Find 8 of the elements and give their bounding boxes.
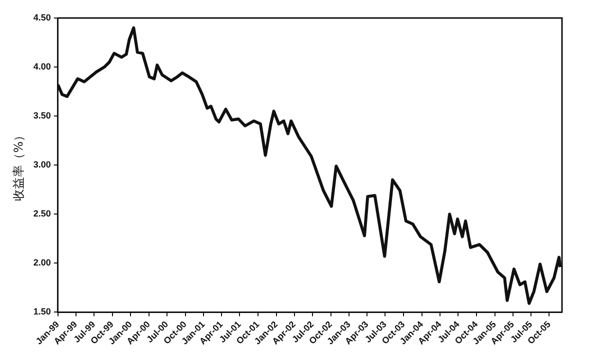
y-tick-label: 4.50: [33, 12, 51, 22]
y-tick-label: 2.50: [33, 208, 51, 219]
y-tick-label: 3.00: [33, 160, 51, 170]
y-tick-label: 3.50: [33, 110, 51, 121]
y-tick-label: 2.00: [33, 258, 51, 268]
y-axis-title: 收益率（%）: [11, 129, 26, 201]
y-tick-label: 4.00: [33, 62, 51, 72]
y-tick-label: 1.50: [33, 306, 51, 317]
